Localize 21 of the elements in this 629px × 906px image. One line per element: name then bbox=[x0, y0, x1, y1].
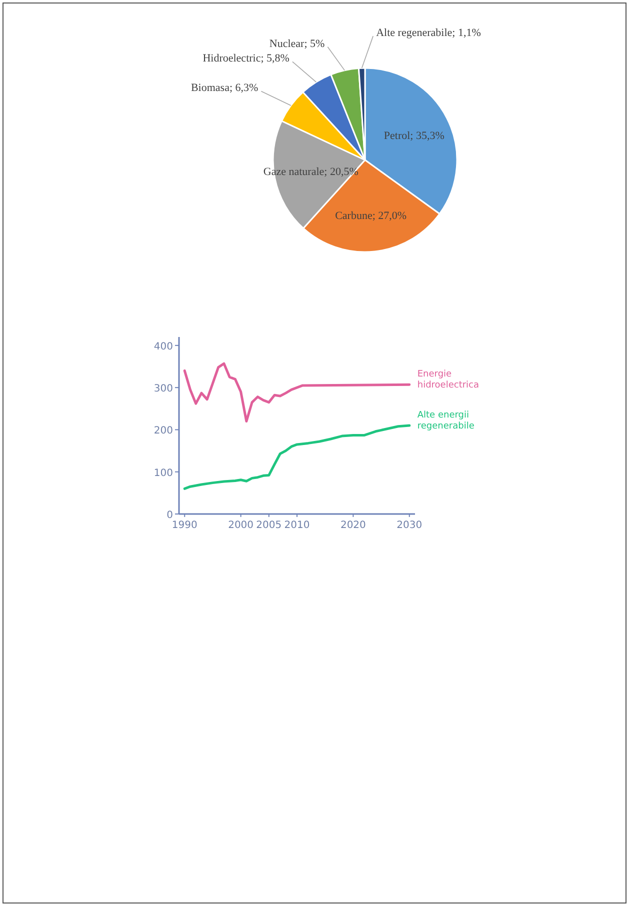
y-tick-label: 400 bbox=[154, 341, 173, 352]
slice-label: Petrol; 35,3% bbox=[384, 130, 444, 142]
x-tick-label: 2020 bbox=[340, 520, 366, 531]
y-tick-label: 100 bbox=[154, 468, 173, 479]
y-tick-label: 0 bbox=[166, 510, 173, 521]
y-tick-label: 200 bbox=[154, 426, 173, 437]
series-label: Alte energii regenerabile bbox=[417, 410, 475, 432]
x-tick-label: 1990 bbox=[172, 520, 198, 531]
line-series bbox=[183, 424, 411, 490]
series-label: Energie hidroelectrica bbox=[417, 370, 480, 391]
x-tick-label: 2000 bbox=[228, 520, 254, 531]
line-series bbox=[183, 362, 411, 423]
slice-label: Hidroelectric; 5,8% bbox=[202, 52, 290, 65]
slice-label: Nuclear; 5% bbox=[269, 38, 325, 50]
slice-label: Biomasa; 6,3% bbox=[190, 82, 258, 94]
slice-label: Alte regenerabile; 1,1% bbox=[376, 27, 481, 40]
x-tick-label: 2010 bbox=[284, 520, 310, 531]
x-tick-label: 2030 bbox=[396, 520, 422, 531]
x-tick-label: 2005 bbox=[256, 520, 282, 531]
y-tick-label: 300 bbox=[154, 384, 173, 395]
slice-label: Carbune; 27,0% bbox=[335, 210, 407, 222]
